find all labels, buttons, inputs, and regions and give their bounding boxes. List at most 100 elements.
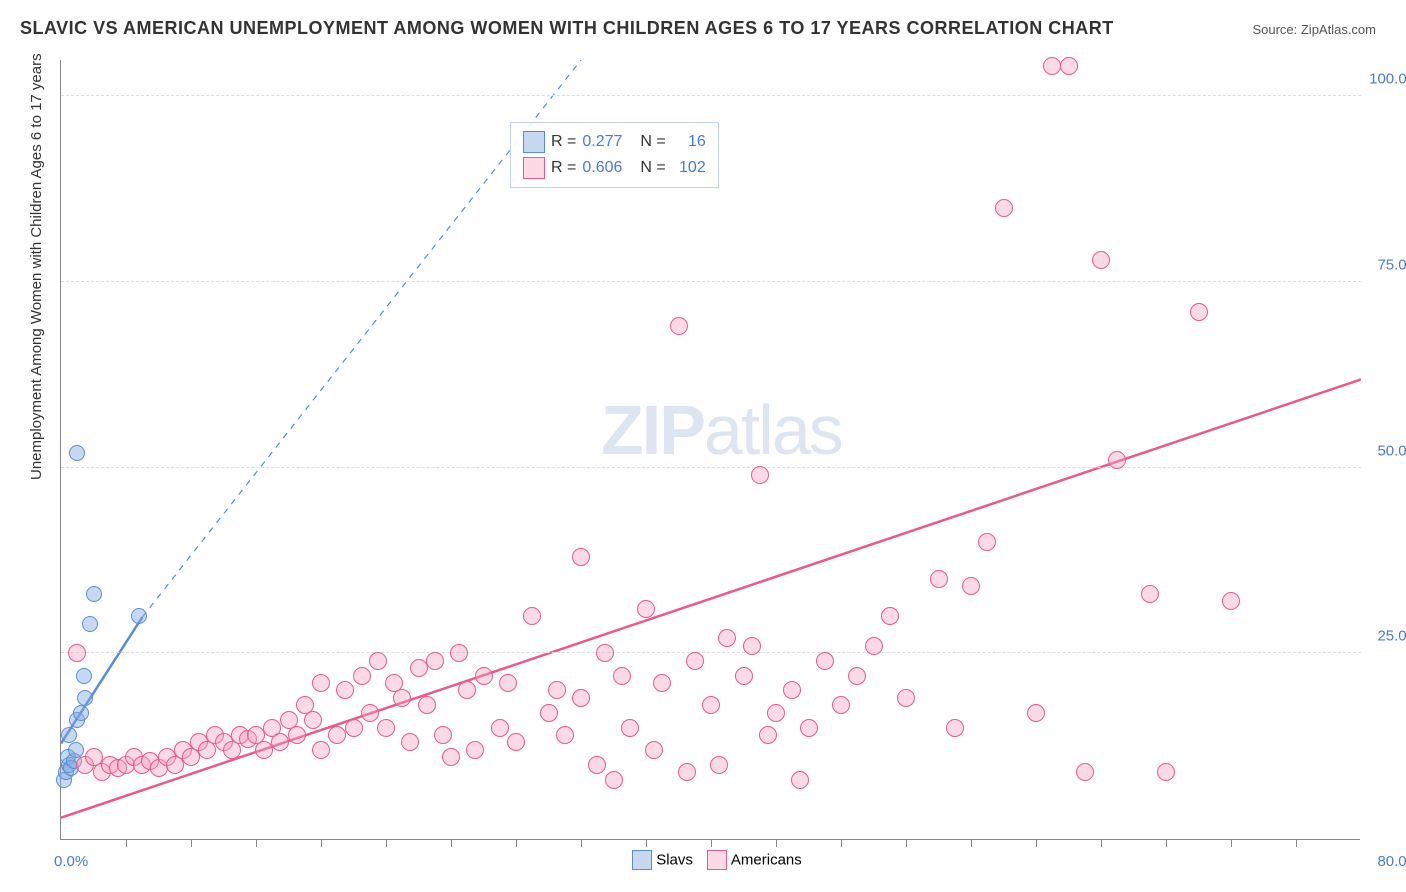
scatter-point bbox=[466, 741, 484, 759]
legend-n-value: 102 bbox=[672, 159, 706, 177]
scatter-point bbox=[73, 705, 89, 721]
scatter-point bbox=[1141, 585, 1159, 603]
scatter-point bbox=[77, 690, 93, 706]
scatter-point bbox=[312, 674, 330, 692]
watermark: ZIPatlas bbox=[601, 390, 842, 470]
scatter-point bbox=[434, 726, 452, 744]
scatter-point bbox=[670, 317, 688, 335]
scatter-point bbox=[418, 696, 436, 714]
scatter-point bbox=[1108, 451, 1126, 469]
legend-r-label: R = bbox=[551, 133, 576, 151]
scatter-point bbox=[759, 726, 777, 744]
scatter-point bbox=[304, 711, 322, 729]
scatter-point bbox=[76, 668, 92, 684]
scatter-point bbox=[458, 681, 476, 699]
x-tick bbox=[1036, 839, 1037, 847]
x-tick bbox=[1101, 839, 1102, 847]
scatter-point bbox=[621, 719, 639, 737]
x-tick bbox=[906, 839, 907, 847]
x-tick bbox=[126, 839, 127, 847]
scatter-point bbox=[653, 674, 671, 692]
scatter-point bbox=[491, 719, 509, 737]
scatter-point bbox=[1190, 303, 1208, 321]
x-tick bbox=[386, 839, 387, 847]
x-tick bbox=[581, 839, 582, 847]
x-tick bbox=[1296, 839, 1297, 847]
scatter-point bbox=[832, 696, 850, 714]
x-tick bbox=[711, 839, 712, 847]
scatter-point bbox=[312, 741, 330, 759]
x-axis-max-label: 80.0% bbox=[1377, 853, 1406, 870]
scatter-point bbox=[637, 600, 655, 618]
scatter-point bbox=[1092, 251, 1110, 269]
scatter-point bbox=[596, 644, 614, 662]
scatter-point bbox=[572, 548, 590, 566]
scatter-point bbox=[946, 719, 964, 737]
scatter-point bbox=[613, 667, 631, 685]
x-tick bbox=[841, 839, 842, 847]
scatter-point bbox=[507, 733, 525, 751]
scatter-point bbox=[361, 704, 379, 722]
source-label: Source: bbox=[1252, 22, 1300, 37]
scatter-point bbox=[1157, 763, 1175, 781]
scatter-point bbox=[735, 667, 753, 685]
chart-container: ZIPatlas 25.0%50.0%75.0%100.0% R = 0.277… bbox=[60, 60, 1360, 840]
y-tick-label: 25.0% bbox=[1377, 628, 1406, 645]
scatter-point bbox=[718, 629, 736, 647]
scatter-point bbox=[605, 771, 623, 789]
scatter-point bbox=[743, 637, 761, 655]
scatter-point bbox=[995, 199, 1013, 217]
scatter-point bbox=[978, 533, 996, 551]
source-attribution: Source: ZipAtlas.com bbox=[1252, 22, 1376, 37]
scatter-point bbox=[767, 704, 785, 722]
scatter-point bbox=[751, 466, 769, 484]
watermark-bold: ZIP bbox=[601, 391, 704, 469]
scatter-point bbox=[410, 659, 428, 677]
scatter-point bbox=[686, 652, 704, 670]
scatter-point bbox=[336, 681, 354, 699]
legend-swatch bbox=[523, 157, 545, 179]
scatter-point bbox=[540, 704, 558, 722]
scatter-point bbox=[61, 727, 77, 743]
scatter-point bbox=[572, 689, 590, 707]
scatter-point bbox=[1222, 592, 1240, 610]
scatter-point bbox=[68, 644, 86, 662]
scatter-point bbox=[523, 607, 541, 625]
legend-stats-row: R = 0.606N = 102 bbox=[523, 155, 706, 181]
scatter-point bbox=[710, 756, 728, 774]
scatter-point bbox=[881, 607, 899, 625]
scatter-point bbox=[1060, 57, 1078, 75]
chart-title: SLAVIC VS AMERICAN UNEMPLOYMENT AMONG WO… bbox=[20, 18, 1114, 39]
watermark-light: atlas bbox=[704, 391, 842, 469]
scatter-point bbox=[369, 652, 387, 670]
scatter-point bbox=[328, 726, 346, 744]
x-tick bbox=[776, 839, 777, 847]
legend-stats: R = 0.277N = 16R = 0.606N = 102 bbox=[510, 122, 719, 188]
y-axis-label: Unemployment Among Women with Children A… bbox=[28, 53, 45, 480]
scatter-point bbox=[450, 644, 468, 662]
scatter-point bbox=[702, 696, 720, 714]
x-tick bbox=[646, 839, 647, 847]
x-tick bbox=[256, 839, 257, 847]
scatter-point bbox=[377, 719, 395, 737]
scatter-point bbox=[86, 586, 102, 602]
legend-n-value: 16 bbox=[672, 133, 706, 151]
scatter-point bbox=[131, 608, 147, 624]
scatter-point bbox=[897, 689, 915, 707]
scatter-point bbox=[556, 726, 574, 744]
y-tick-label: 50.0% bbox=[1377, 442, 1406, 459]
source-value: ZipAtlas.com bbox=[1301, 22, 1376, 37]
gridline bbox=[61, 95, 1361, 96]
legend-series: SlavsAmericans bbox=[60, 850, 1360, 870]
scatter-point bbox=[82, 616, 98, 632]
scatter-point bbox=[1027, 704, 1045, 722]
scatter-point bbox=[353, 667, 371, 685]
x-tick bbox=[1231, 839, 1232, 847]
x-tick bbox=[1166, 839, 1167, 847]
scatter-point bbox=[678, 763, 696, 781]
scatter-point bbox=[345, 719, 363, 737]
legend-n-label: N = bbox=[640, 133, 665, 151]
legend-swatch bbox=[523, 131, 545, 153]
y-tick-label: 75.0% bbox=[1377, 256, 1406, 273]
legend-series-label: Slavs bbox=[656, 852, 693, 869]
